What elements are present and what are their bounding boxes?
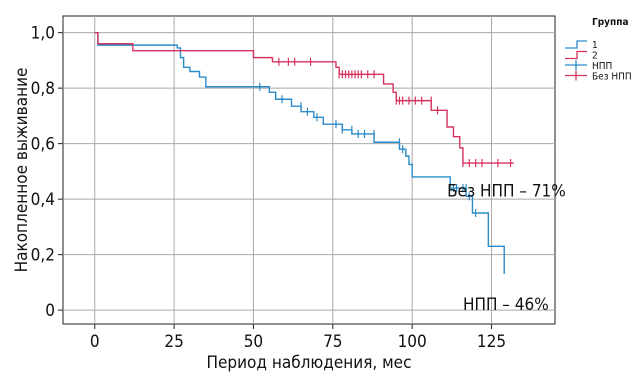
y-tick-label-0: 0 — [45, 301, 55, 321]
x-axis-ticks: 0 25 50 75 100 125 — [90, 324, 506, 352]
x-tick-label-1: 25 — [164, 332, 183, 352]
legend-entry-2: НПП — [565, 60, 612, 72]
legend-label-0: 1 — [592, 40, 598, 51]
annotation-1: НПП – 46% — [463, 295, 549, 315]
legend-label-3: Без НПП — [592, 72, 632, 83]
legend-title: Группа — [592, 17, 629, 28]
legend-entry-1: 2 — [565, 51, 598, 62]
x-tick-label-2: 50 — [244, 332, 263, 352]
annotation-0: Без НПП – 71% — [447, 181, 566, 201]
x-axis-title: Период наблюдения, мес — [206, 353, 411, 373]
x-tick-label-0: 0 — [90, 332, 100, 352]
grid-lines — [63, 16, 555, 324]
x-tick-label-3: 75 — [323, 332, 342, 352]
annotations: Без НПП – 71% НПП – 46% — [447, 181, 566, 315]
legend-swatch-0 — [565, 40, 587, 49]
legend-label-2: НПП — [592, 61, 612, 72]
y-axis-title: Накопленное выживание — [12, 68, 32, 273]
legend-label-1: 2 — [592, 51, 598, 62]
y-tick-label-1: 0,2 — [31, 246, 55, 266]
series-layer — [94, 31, 514, 275]
series-1-line — [94, 31, 505, 275]
legend-entry-3: Без НПП — [565, 70, 632, 83]
y-tick-label-4: 0,8 — [31, 79, 55, 99]
censor-layer — [259, 57, 512, 218]
series-2-line — [94, 31, 514, 164]
y-tick-label-5: 1,0 — [31, 24, 55, 44]
y-axis-ticks: 0 0,2 0,4 0,6 0,8 1,0 — [31, 24, 63, 321]
y-tick-label-2: 0,4 — [31, 190, 55, 210]
plot-area — [62, 15, 556, 325]
x-tick-label-5: 125 — [477, 332, 506, 352]
legend-entry-0: 1 — [565, 40, 598, 51]
y-tick-label-3: 0,6 — [31, 135, 55, 155]
legend-swatch-1 — [565, 50, 587, 60]
x-tick-label-4: 100 — [398, 332, 427, 352]
